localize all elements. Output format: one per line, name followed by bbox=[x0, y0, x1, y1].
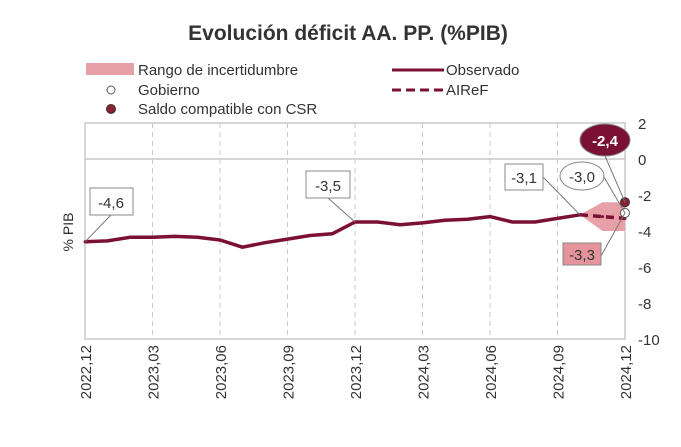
annotation-box bbox=[89, 187, 134, 216]
x-tick-label: 2023,03 bbox=[146, 345, 163, 399]
annotation-label: -3,1 bbox=[511, 170, 537, 187]
annotation-box bbox=[305, 170, 351, 199]
annotation-label: -4,6 bbox=[98, 195, 124, 212]
y-axis-label: % PIB bbox=[60, 213, 76, 252]
observed-point bbox=[511, 220, 514, 224]
observed-point bbox=[286, 237, 289, 241]
y-tick-label: -4 bbox=[638, 224, 651, 241]
y-tick-label: -2 bbox=[638, 188, 651, 205]
legend-label-band: Rango de incertidumbre bbox=[138, 62, 298, 79]
annotation-leader bbox=[600, 171, 626, 214]
legend-csr-marker bbox=[106, 104, 116, 114]
legend: Rango de incertidumbre Observado Gobiern… bbox=[86, 62, 519, 118]
x-tick-label: 2022,12 bbox=[78, 345, 95, 399]
y-tick-label: -10 bbox=[638, 332, 660, 349]
x-tick-label: 2023,09 bbox=[281, 345, 298, 399]
x-tick-label: 2024,03 bbox=[416, 345, 433, 399]
observed-point bbox=[331, 232, 334, 236]
annotation-box bbox=[562, 242, 602, 266]
chart-title: Evolución déficit AA. PP. (%PIB) bbox=[188, 22, 508, 45]
x-tick-label: 2024,12 bbox=[618, 345, 635, 399]
annotation-label: -3,0 bbox=[569, 169, 595, 186]
observed-point bbox=[556, 216, 559, 220]
observed-point bbox=[443, 218, 447, 222]
x-tick-label: 2024,09 bbox=[551, 345, 568, 399]
observed-point bbox=[398, 223, 402, 227]
annotation-leader bbox=[604, 155, 626, 203]
annotation-box bbox=[504, 163, 544, 191]
observed-point bbox=[421, 221, 424, 225]
legend-label-observed: Observado bbox=[446, 62, 519, 79]
x-tick-label: 2023,06 bbox=[213, 345, 230, 399]
airef-line bbox=[579, 213, 626, 221]
legend-label-gobierno: Gobierno bbox=[138, 82, 200, 99]
airef-point bbox=[601, 215, 604, 219]
annotation-box bbox=[579, 123, 631, 157]
observed-point bbox=[308, 234, 312, 237]
annotation-leader bbox=[84, 214, 112, 243]
y-tick-label: -6 bbox=[638, 260, 651, 277]
observed-point bbox=[263, 241, 267, 245]
observed-point bbox=[533, 220, 537, 224]
observed-point bbox=[241, 245, 244, 249]
observed-point bbox=[196, 235, 199, 239]
annotation-label: -2,4 bbox=[592, 133, 619, 150]
observed-point bbox=[106, 239, 109, 243]
observed-point bbox=[218, 238, 222, 242]
legend-label-airef: AIReF bbox=[446, 82, 489, 99]
observed-point bbox=[376, 220, 379, 224]
x-tick-label: 2024,06 bbox=[483, 345, 500, 399]
annotation-label: -3,3 bbox=[569, 247, 595, 264]
observed-point bbox=[488, 215, 492, 219]
annotation-label: -3,5 bbox=[315, 178, 341, 195]
annotation-leader bbox=[542, 176, 581, 216]
legend-label-csr: Saldo compatible con CSR bbox=[138, 101, 317, 118]
observed-point bbox=[466, 217, 469, 221]
y-tick-label: 0 bbox=[638, 152, 646, 169]
legend-band-swatch bbox=[86, 63, 134, 75]
observed-point bbox=[128, 235, 132, 239]
annotation-leader bbox=[600, 212, 626, 257]
observed-point bbox=[173, 234, 177, 238]
legend-gobierno-marker bbox=[106, 85, 116, 95]
observed-line bbox=[84, 213, 581, 249]
annotation-leader bbox=[327, 197, 356, 223]
observed-point bbox=[151, 235, 154, 239]
y-tick-label: 2 bbox=[638, 116, 646, 133]
y-tick-label: -8 bbox=[638, 296, 651, 313]
x-tick-label: 2023,12 bbox=[348, 345, 365, 399]
annotation-box bbox=[559, 161, 605, 191]
